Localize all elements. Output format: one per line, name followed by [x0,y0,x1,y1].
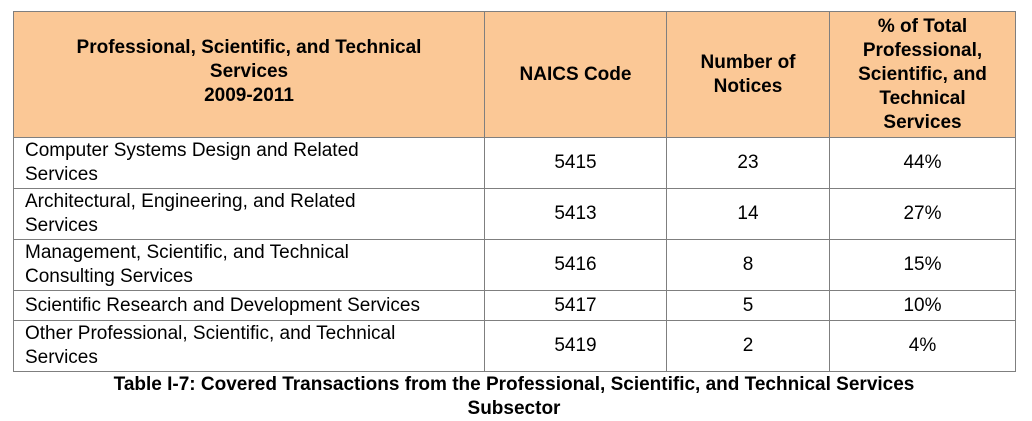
row-percent-of-total: 15% [829,239,1016,291]
header-naics-code: NAICS Code [484,11,667,138]
caption-line: Table I-7: Covered Transactions from the… [113,374,915,395]
table-caption: Table I-7: Covered Transactions from the… [13,373,1015,421]
row-naics-code: 5416 [484,239,667,291]
header-pct-line: Professional, [862,39,983,61]
header-notices-line: Number of [700,51,796,73]
table-header-row: Professional, Scientific, and Technical … [13,11,1016,138]
row-number-of-notices: 14 [666,188,830,240]
table-row: Computer Systems Design and Related Serv… [13,137,1016,189]
row-subsector-name: Other Professional, Scientific, and Tech… [13,320,485,372]
row-percent-of-total: 44% [829,137,1016,189]
header-pct-line: Services [883,111,962,133]
table-row: Scientific Research and Development Serv… [13,290,1016,321]
table-row: Management, Scientific, and Technical Co… [13,239,1016,291]
row-name-line: Computer Systems Design and Related [25,140,359,161]
row-naics-code: 5419 [484,320,667,372]
row-subsector-name: Computer Systems Design and Related Serv… [13,137,485,189]
row-number-of-notices: 23 [666,137,830,189]
row-name-line: Management, Scientific, and Technical [25,242,349,263]
row-name-line: Services [25,164,98,185]
row-subsector-name: Architectural, Engineering, and Related … [13,188,485,240]
header-pct-line: Technical [879,87,966,109]
row-percent-of-total: 10% [829,290,1016,321]
row-percent-of-total: 27% [829,188,1016,240]
header-category-line: Professional, Scientific, and Technical [76,36,422,58]
row-number-of-notices: 5 [666,290,830,321]
row-name-line: Services [25,215,98,236]
header-percent-of-total: % of Total Professional, Scientific, and… [829,11,1016,138]
row-subsector-name: Management, Scientific, and Technical Co… [13,239,485,291]
row-name-line: Other Professional, Scientific, and Tech… [25,323,396,344]
caption-line: Subsector [467,398,561,419]
row-naics-code: 5417 [484,290,667,321]
header-pct-line: % of Total [877,15,968,37]
header-category-line: 2009-2011 [204,84,294,106]
header-naics-label: NAICS Code [519,63,632,85]
row-name-line: Services [25,347,98,368]
row-subsector-name: Scientific Research and Development Serv… [13,290,485,321]
header-category: Professional, Scientific, and Technical … [13,11,485,138]
covered-transactions-table: Professional, Scientific, and Technical … [13,11,1016,372]
row-percent-of-total: 4% [829,320,1016,372]
header-number-of-notices: Number of Notices [666,11,830,138]
header-category-line: Services [209,60,289,82]
row-name-line: Scientific Research and Development Serv… [25,294,420,316]
row-number-of-notices: 8 [666,239,830,291]
row-name-line: Architectural, Engineering, and Related [25,191,356,212]
header-notices-line: Notices [713,75,783,97]
row-naics-code: 5413 [484,188,667,240]
header-pct-line: Scientific, and [858,63,987,85]
row-number-of-notices: 2 [666,320,830,372]
table-row: Other Professional, Scientific, and Tech… [13,320,1016,372]
row-name-line: Consulting Services [25,266,193,287]
row-naics-code: 5415 [484,137,667,189]
table-row: Architectural, Engineering, and Related … [13,188,1016,240]
